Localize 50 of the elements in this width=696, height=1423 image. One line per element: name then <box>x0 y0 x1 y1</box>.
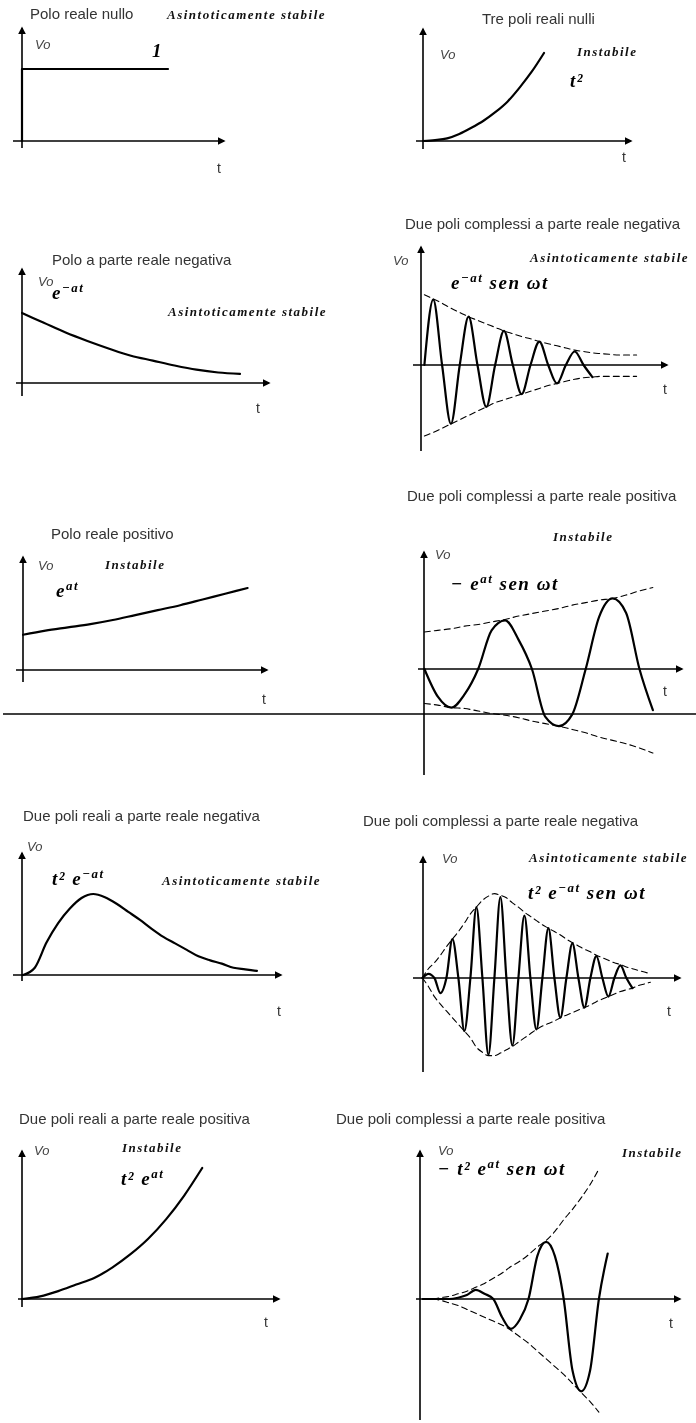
series-label: 1 <box>152 39 163 61</box>
series-label: t² e$^{at}$ <box>121 1165 165 1189</box>
y-axis-title: Vo <box>34 1142 50 1158</box>
text: − e$^{at}$ sen ωt <box>451 570 559 594</box>
y-axis-title: Vo <box>38 557 54 573</box>
text: Asintoticamente stabile <box>166 6 327 22</box>
y-axis-title: Vo <box>442 850 458 866</box>
y-axis-title: Vo <box>27 838 43 854</box>
chart-title: Polo a parte reale negativa <box>52 251 232 269</box>
text: − t² e$^{at}$ sen ωt <box>438 1155 566 1179</box>
series-label: e$^{−at}$ <box>52 279 85 303</box>
text: Instabile <box>552 528 614 544</box>
x-axis-title: t <box>667 1002 671 1019</box>
text: Asintoticamente stabile <box>528 849 689 865</box>
text: Instabile <box>104 556 166 572</box>
text: Asintoticamente stabile <box>161 872 322 888</box>
chart-title: Due poli complessi a parte reale negativa <box>363 812 639 830</box>
x-axis-title: t <box>663 682 667 699</box>
chart-title: Due poli complessi a parte reale positiva <box>407 487 677 505</box>
chart-title: Polo reale positivo <box>51 525 174 543</box>
x-axis-title: t <box>217 159 221 176</box>
x-axis-title: t <box>663 380 667 397</box>
x-axis-title: t <box>262 690 266 707</box>
text: Instabile <box>621 1144 683 1160</box>
text: Asintoticamente stabile <box>529 249 690 265</box>
x-axis-title: t <box>622 148 626 165</box>
series-label: e$^{−at}$ sen ωt <box>451 269 549 293</box>
chart-title: Due poli reali a parte reale negativa <box>23 807 261 825</box>
series-label: t² e$^{−at}$ <box>52 865 105 889</box>
x-axis-title: t <box>256 399 260 416</box>
chart-title: Due poli complessi a parte reale positiva <box>336 1110 606 1128</box>
y-axis-title: Vo <box>440 46 456 62</box>
series-label: t² e$^{−at}$ sen ωt <box>528 879 646 903</box>
x-axis-title: t <box>669 1314 673 1331</box>
chart-title: Tre poli reali nulli <box>482 10 595 28</box>
chart-title: Polo reale nullo <box>30 5 134 23</box>
y-axis-title: Vo <box>435 546 451 562</box>
y-axis-title: Vo <box>38 273 54 289</box>
text: Instabile <box>121 1139 183 1155</box>
series-label: e$^{at}$ <box>56 577 79 601</box>
y-axis-title: Vo <box>438 1142 454 1158</box>
text: Instabile <box>576 43 638 59</box>
x-axis-title: t <box>277 1002 281 1019</box>
y-axis-title: Vo <box>393 252 409 268</box>
series-label: t² <box>570 69 584 91</box>
annotation: Asintoticamente stabile <box>167 303 328 319</box>
y-axis-title: Vo <box>35 36 51 52</box>
chart-title: Due poli complessi a parte reale negativa <box>405 215 681 233</box>
x-axis-title: t <box>264 1313 268 1330</box>
chart-title: Due poli reali a parte reale positiva <box>19 1110 251 1128</box>
